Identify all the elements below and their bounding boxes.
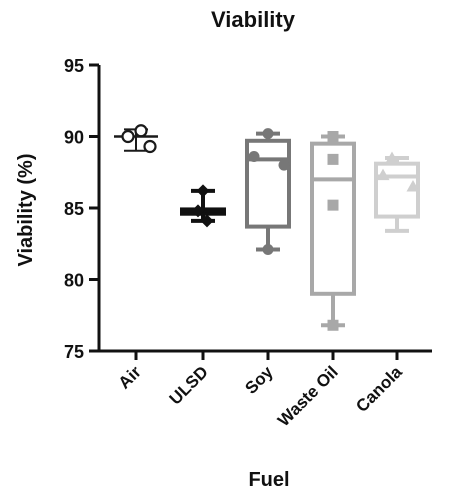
data-point — [278, 159, 290, 171]
data-point — [262, 243, 274, 255]
data-point — [327, 319, 339, 331]
data-point — [406, 180, 420, 192]
y-tick-label: 75 — [64, 342, 84, 362]
data-point — [191, 204, 205, 218]
x-tick-label: Air — [115, 362, 145, 392]
y-axis: 75 80 85 90 95 — [64, 56, 101, 362]
series-ulsd — [180, 184, 226, 228]
data-point — [121, 129, 135, 144]
data-point — [200, 214, 214, 228]
chart-title: Viability — [211, 7, 296, 32]
series-waste-oil — [310, 131, 356, 331]
data-point — [262, 128, 274, 140]
data-point — [327, 131, 339, 142]
y-axis-label: Viability (%) — [15, 154, 37, 267]
series-canola — [374, 151, 420, 233]
x-tick-label: Waste Oil — [274, 362, 342, 430]
data-point — [385, 151, 399, 163]
x-tick-label: ULSD — [166, 362, 212, 408]
data-point — [376, 168, 390, 181]
series-air — [114, 124, 158, 154]
data-point — [248, 151, 260, 163]
y-tick-label: 80 — [64, 271, 84, 291]
x-tick-label: Soy — [241, 362, 277, 398]
x-tick-label: Canola — [352, 362, 406, 416]
data-point — [143, 139, 157, 154]
y-tick-label: 90 — [64, 128, 84, 148]
x-axis-label: Fuel — [248, 469, 289, 491]
data-point — [196, 184, 210, 198]
box — [310, 141, 356, 296]
data-point — [327, 199, 339, 211]
y-tick-label: 85 — [64, 199, 84, 219]
y-tick-label: 95 — [64, 56, 84, 76]
data-point — [327, 153, 339, 165]
box — [245, 138, 291, 229]
data-point — [134, 124, 148, 138]
series-layer — [114, 124, 420, 331]
series-soy — [245, 128, 291, 255]
